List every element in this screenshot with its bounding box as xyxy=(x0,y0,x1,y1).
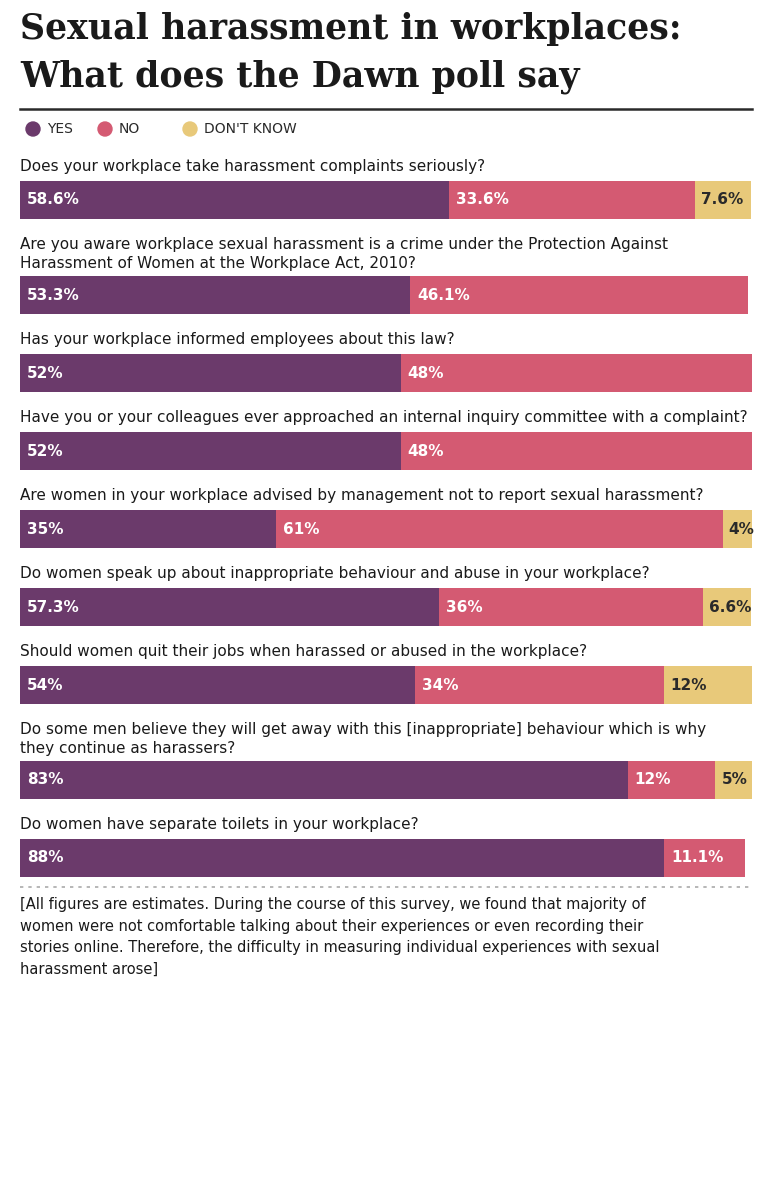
Text: 6.6%: 6.6% xyxy=(709,600,751,614)
FancyBboxPatch shape xyxy=(20,761,628,799)
Text: 48%: 48% xyxy=(408,366,444,380)
Text: Does your workplace take harassment complaints seriously?: Does your workplace take harassment comp… xyxy=(20,158,485,174)
Text: 5%: 5% xyxy=(721,773,747,787)
Circle shape xyxy=(183,122,197,136)
Text: Are women in your workplace advised by management not to report sexual harassmen: Are women in your workplace advised by m… xyxy=(20,488,703,503)
Text: 4%: 4% xyxy=(729,522,754,536)
FancyBboxPatch shape xyxy=(449,181,695,218)
Circle shape xyxy=(26,122,40,136)
Text: 58.6%: 58.6% xyxy=(27,192,80,208)
Text: 46.1%: 46.1% xyxy=(417,288,470,302)
FancyBboxPatch shape xyxy=(664,839,746,877)
FancyBboxPatch shape xyxy=(20,588,439,626)
Text: NO: NO xyxy=(119,122,141,136)
Text: [All figures are estimates. During the course of this survey, we found that majo: [All figures are estimates. During the c… xyxy=(20,898,659,977)
Text: 7.6%: 7.6% xyxy=(701,192,743,208)
Text: 52%: 52% xyxy=(27,444,63,458)
Text: 54%: 54% xyxy=(27,678,63,692)
FancyBboxPatch shape xyxy=(20,432,401,470)
FancyBboxPatch shape xyxy=(401,354,752,392)
FancyBboxPatch shape xyxy=(401,432,752,470)
FancyBboxPatch shape xyxy=(695,181,750,218)
Text: Do women have separate toilets in your workplace?: Do women have separate toilets in your w… xyxy=(20,817,418,832)
Text: 53.3%: 53.3% xyxy=(27,288,80,302)
Circle shape xyxy=(98,122,112,136)
FancyBboxPatch shape xyxy=(20,181,449,218)
FancyBboxPatch shape xyxy=(716,761,752,799)
Text: 48%: 48% xyxy=(408,444,444,458)
Text: 36%: 36% xyxy=(446,600,483,614)
Text: YES: YES xyxy=(47,122,73,136)
FancyBboxPatch shape xyxy=(20,839,664,877)
FancyBboxPatch shape xyxy=(20,354,401,392)
FancyBboxPatch shape xyxy=(723,510,752,548)
Text: DON'T KNOW: DON'T KNOW xyxy=(204,122,296,136)
FancyBboxPatch shape xyxy=(276,510,723,548)
Text: Do some men believe they will get away with this [inappropriate] behaviour which: Do some men believe they will get away w… xyxy=(20,722,706,756)
FancyBboxPatch shape xyxy=(664,666,752,704)
FancyBboxPatch shape xyxy=(20,276,410,314)
Text: 33.6%: 33.6% xyxy=(456,192,509,208)
FancyBboxPatch shape xyxy=(410,276,747,314)
Text: Should women quit their jobs when harassed or abused in the workplace?: Should women quit their jobs when harass… xyxy=(20,644,587,659)
Text: 11.1%: 11.1% xyxy=(671,851,723,865)
FancyBboxPatch shape xyxy=(415,666,664,704)
Text: Are you aware workplace sexual harassment is a crime under the Protection Agains: Are you aware workplace sexual harassmen… xyxy=(20,236,668,271)
FancyBboxPatch shape xyxy=(439,588,703,626)
Text: 88%: 88% xyxy=(27,851,63,865)
FancyBboxPatch shape xyxy=(20,666,415,704)
Text: Do women speak up about inappropriate behaviour and abuse in your workplace?: Do women speak up about inappropriate be… xyxy=(20,566,649,581)
Text: Has your workplace informed employees about this law?: Has your workplace informed employees ab… xyxy=(20,332,455,347)
Text: 52%: 52% xyxy=(27,366,63,380)
Text: Have you or your colleagues ever approached an internal inquiry committee with a: Have you or your colleagues ever approac… xyxy=(20,410,747,425)
Text: 61%: 61% xyxy=(283,522,320,536)
Text: 34%: 34% xyxy=(422,678,459,692)
Text: 83%: 83% xyxy=(27,773,63,787)
Text: 12%: 12% xyxy=(670,678,706,692)
FancyBboxPatch shape xyxy=(20,510,276,548)
FancyBboxPatch shape xyxy=(703,588,751,626)
Text: 57.3%: 57.3% xyxy=(27,600,80,614)
Text: 12%: 12% xyxy=(635,773,671,787)
FancyBboxPatch shape xyxy=(628,761,716,799)
Text: Sexual harassment in workplaces:: Sexual harassment in workplaces: xyxy=(20,12,682,46)
Text: 35%: 35% xyxy=(27,522,63,536)
Text: What does the Dawn poll say: What does the Dawn poll say xyxy=(20,60,580,95)
